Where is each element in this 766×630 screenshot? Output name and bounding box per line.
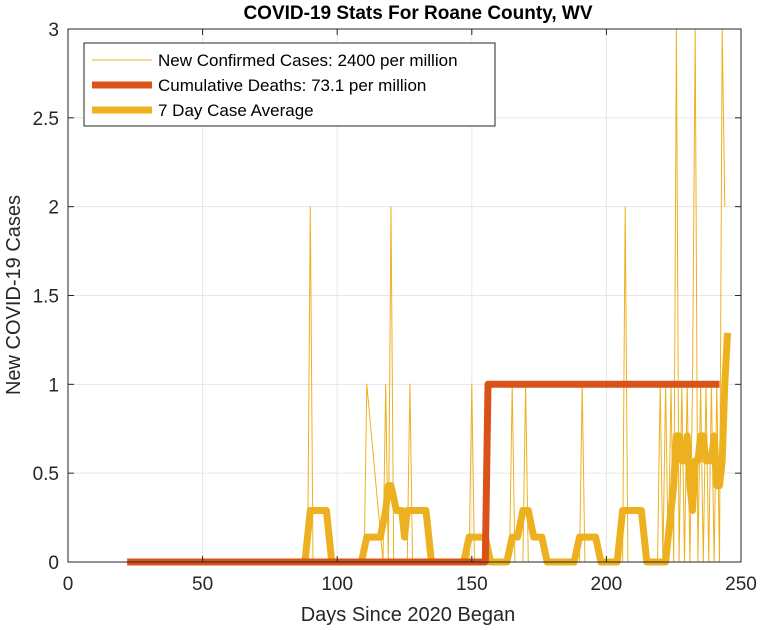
x-tick-label: 50 <box>192 574 213 595</box>
legend-box <box>83 42 496 127</box>
tick-labels: 0 50 100 150 200 250 0 0.5 1 1.5 2 2.5 3 <box>33 20 757 595</box>
y-tick-label: 3 <box>48 20 59 41</box>
y-axis-label: New COVID-19 Cases <box>3 195 25 395</box>
x-tick-label: 200 <box>591 574 623 595</box>
y-tick-label: 2 <box>48 198 59 219</box>
x-tick-label: 150 <box>456 574 488 595</box>
y-tick-label: 2.5 <box>33 109 59 130</box>
y-tick-label: 1.5 <box>33 287 59 308</box>
y-tick-label: 1 <box>48 375 59 396</box>
x-tick-label: 250 <box>725 574 757 595</box>
legend-label-average: 7 Day Case Average <box>158 101 314 120</box>
y-tick-label: 0 <box>48 553 59 574</box>
x-tick-label: 0 <box>63 574 74 595</box>
y-tick-label: 0.5 <box>33 464 59 485</box>
x-tick-label: 100 <box>321 574 353 595</box>
legend-label-new-cases: New Confirmed Cases: 2400 per million <box>158 51 458 70</box>
x-axis-label: Days Since 2020 Began <box>301 604 516 626</box>
legend-label-deaths: Cumulative Deaths: 73.1 per million <box>158 76 426 95</box>
chart-title: COVID-19 Stats For Roane County, WV <box>243 3 592 24</box>
legend: New Confirmed Cases: 2400 per million Cu… <box>83 42 496 127</box>
series-line-average <box>127 332 731 566</box>
